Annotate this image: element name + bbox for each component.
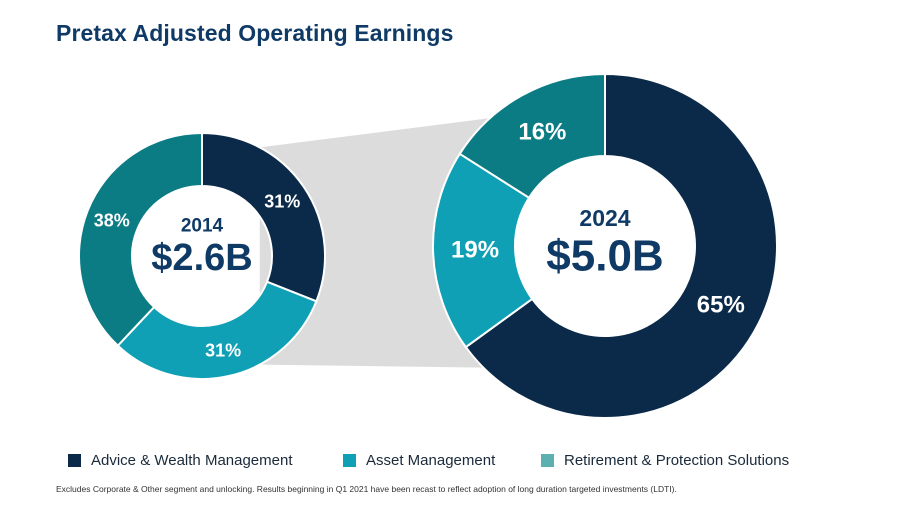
page-title: Pretax Adjusted Operating Earnings (56, 20, 454, 46)
donut-2024-slice-retirement (458, 72, 606, 200)
legend-item-advice: Advice & Wealth Management (68, 452, 293, 469)
legend-label-retirement: Retirement & Protection Solutions (564, 452, 790, 469)
donut-2014-label-advice: 31% (264, 191, 300, 211)
donut-2024-year: 2024 (579, 205, 630, 231)
donut-2024-slice-advice (464, 72, 778, 419)
donut-2024-label-retirement: 16% (518, 119, 566, 146)
donut-2014: 31% 31% 38% 2014$2.6B (78, 131, 326, 380)
donut-2014-slice-asset (116, 280, 318, 380)
donut-2024-label-advice: 65% (697, 292, 745, 319)
legend-label-advice: Advice & Wealth Management (91, 452, 293, 469)
legend: Advice & Wealth Management Asset Managem… (68, 452, 828, 472)
donut-charts: 31% 31% 38% 2014$2.6B 65% 19% 16% 2024$5.0B (78, 72, 778, 419)
footnote: Excludes Corporate & Other segment and u… (56, 484, 677, 494)
donut-2014-total: $2.6B (151, 237, 252, 279)
donut-2014-slice-retirement (78, 131, 203, 348)
legend-swatch-advice (68, 454, 81, 467)
donut-2024-slice-asset (432, 152, 534, 349)
legend-item-asset: Asset Management (343, 452, 495, 469)
donut-2014-label-asset: 31% (205, 341, 241, 361)
donut-2014-year: 2014 (181, 216, 224, 237)
legend-swatch-asset (343, 454, 356, 467)
legend-item-retirement: Retirement & Protection Solutions (541, 452, 789, 469)
donut-2014-label-retirement: 38% (94, 210, 130, 230)
donut-2014-slice-advice (201, 131, 326, 303)
legend-swatch-retirement (541, 454, 554, 467)
donut-2024-label-asset: 19% (451, 237, 499, 264)
legend-label-asset: Asset Management (366, 452, 496, 469)
zoom-connector (259, 118, 490, 368)
donut-2024-total: $5.0B (546, 232, 663, 281)
donut-2024: 65% 19% 16% 2024$5.0B (432, 72, 778, 419)
